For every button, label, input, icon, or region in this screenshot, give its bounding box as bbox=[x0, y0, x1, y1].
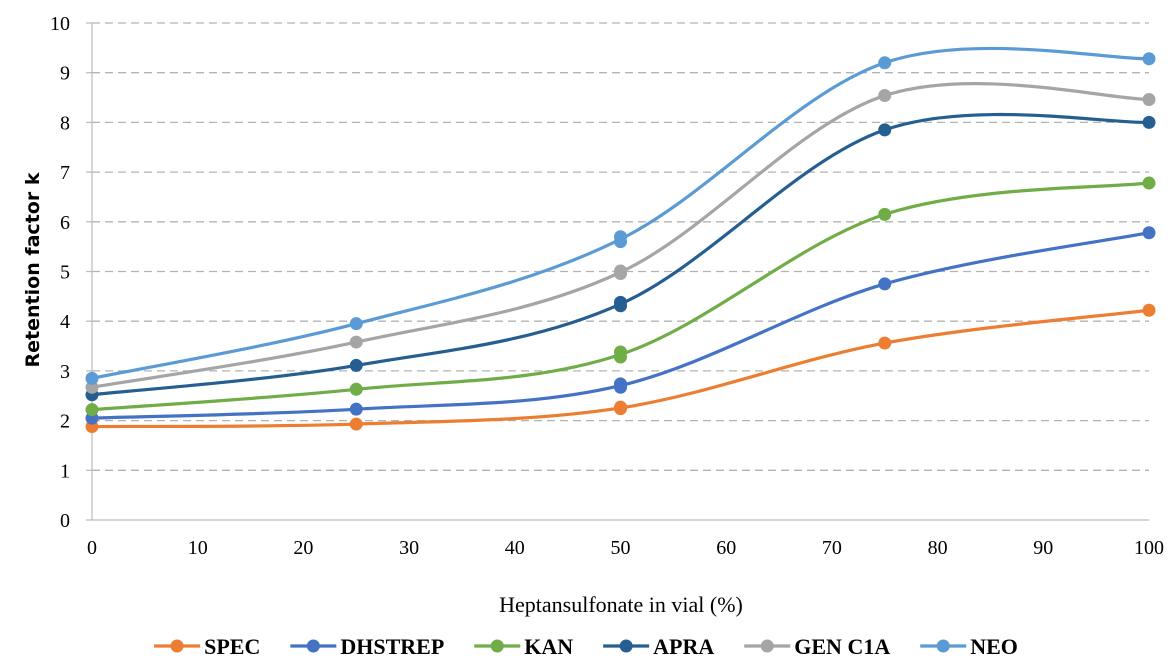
y-tick-label: 1 bbox=[60, 460, 70, 482]
legend-label: APRA bbox=[653, 634, 714, 659]
legend-marker bbox=[619, 639, 633, 653]
y-tick-label: 7 bbox=[60, 162, 70, 184]
data-point bbox=[349, 335, 363, 349]
legend-marker bbox=[936, 639, 950, 653]
data-point bbox=[1142, 176, 1156, 190]
y-tick-label: 8 bbox=[60, 112, 70, 134]
legend-marker bbox=[306, 639, 320, 653]
x-tick-label: 40 bbox=[505, 537, 525, 559]
data-point bbox=[614, 377, 627, 391]
data-point bbox=[878, 56, 892, 70]
legend-item-kan: KAN bbox=[474, 634, 573, 659]
data-point bbox=[614, 295, 627, 309]
y-tick-labels: 0 1 2 3 4 5 6 7 8 9 10 bbox=[50, 13, 70, 532]
data-point bbox=[1142, 93, 1156, 107]
legend-marker bbox=[170, 639, 184, 653]
data-point bbox=[1142, 52, 1156, 66]
data-point bbox=[878, 123, 892, 137]
x-tick-labels: 0 10 20 30 40 50 60 70 80 90 100 bbox=[87, 537, 1164, 559]
data-point bbox=[878, 89, 892, 103]
legend-label: NEO bbox=[970, 634, 1018, 659]
series-kan bbox=[85, 176, 1156, 417]
legend: SPEC DHSTREP KAN APRA GEN C1A NEO bbox=[154, 634, 1018, 659]
x-tick-label: 50 bbox=[611, 537, 631, 559]
y-tick-label: 10 bbox=[50, 13, 70, 35]
axes bbox=[86, 22, 1149, 521]
data-point bbox=[85, 380, 99, 394]
data-point bbox=[614, 400, 627, 414]
y-tick-label: 0 bbox=[60, 510, 70, 532]
gridlines bbox=[92, 22, 1149, 471]
legend-marker bbox=[760, 639, 774, 653]
data-point bbox=[349, 402, 363, 416]
y-axis-title: Retention factor k bbox=[22, 172, 44, 367]
legend-item-spec: SPEC bbox=[154, 634, 260, 659]
data-point bbox=[614, 345, 627, 359]
legend-label: SPEC bbox=[204, 634, 260, 659]
legend-label: KAN bbox=[524, 634, 573, 659]
series-gen-c1a bbox=[85, 82, 1156, 394]
data-point bbox=[349, 358, 363, 372]
data-point bbox=[614, 230, 627, 244]
series-dhstrep bbox=[85, 226, 1156, 425]
data-point bbox=[1142, 303, 1156, 317]
series-apra bbox=[85, 112, 1156, 402]
y-tick-label: 6 bbox=[60, 212, 70, 234]
x-tick-label: 10 bbox=[188, 537, 208, 559]
x-tick-label: 30 bbox=[399, 537, 419, 559]
x-tick-label: 70 bbox=[822, 537, 842, 559]
y-tick-label: 3 bbox=[60, 361, 70, 383]
data-point bbox=[1142, 226, 1156, 240]
data-point bbox=[878, 277, 892, 291]
legend-label: GEN C1A bbox=[794, 634, 890, 659]
y-tick-label: 4 bbox=[60, 311, 70, 333]
x-tick-label: 100 bbox=[1134, 537, 1164, 559]
series-group bbox=[85, 46, 1156, 434]
legend-marker bbox=[490, 639, 504, 653]
x-tick-label: 0 bbox=[87, 537, 97, 559]
legend-item-apra: APRA bbox=[603, 634, 714, 659]
data-point bbox=[349, 317, 363, 331]
data-point bbox=[85, 371, 99, 385]
y-tick-label: 9 bbox=[60, 63, 70, 85]
x-tick-label: 60 bbox=[716, 537, 736, 559]
x-tick-label: 80 bbox=[928, 537, 948, 559]
data-point bbox=[85, 403, 99, 417]
legend-item-gen-c1a: GEN C1A bbox=[744, 634, 890, 659]
legend-item-dhstrep: DHSTREP bbox=[290, 634, 444, 659]
data-point bbox=[349, 382, 363, 396]
y-tick-label: 5 bbox=[60, 262, 70, 284]
series-neo bbox=[85, 46, 1156, 385]
data-point bbox=[1142, 115, 1156, 129]
legend-item-neo: NEO bbox=[920, 634, 1018, 659]
data-point bbox=[878, 336, 892, 350]
data-point bbox=[878, 207, 892, 221]
y-tick-label: 2 bbox=[60, 411, 70, 433]
data-point bbox=[614, 264, 627, 278]
data-point bbox=[349, 417, 363, 431]
x-tick-label: 20 bbox=[293, 537, 313, 559]
legend-label: DHSTREP bbox=[340, 634, 444, 659]
x-axis-title: Heptansulfonate in vial (%) bbox=[499, 592, 743, 617]
x-tick-label: 90 bbox=[1033, 537, 1053, 559]
